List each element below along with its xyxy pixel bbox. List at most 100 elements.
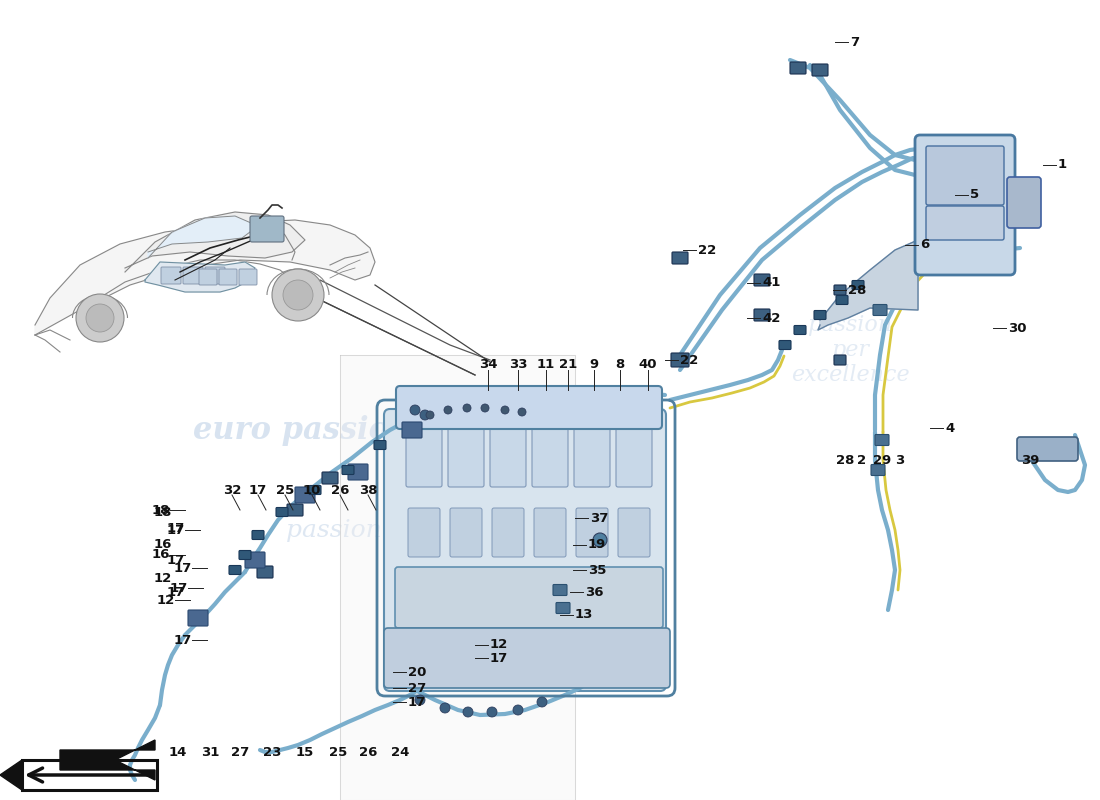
Text: 17: 17 xyxy=(169,582,188,594)
FancyBboxPatch shape xyxy=(239,269,257,285)
FancyBboxPatch shape xyxy=(534,508,566,557)
FancyBboxPatch shape xyxy=(672,252,688,264)
Circle shape xyxy=(463,404,471,412)
Text: 20: 20 xyxy=(408,666,427,678)
Text: 15: 15 xyxy=(296,746,315,758)
FancyBboxPatch shape xyxy=(814,310,826,319)
Text: 14: 14 xyxy=(168,746,187,758)
Circle shape xyxy=(537,697,547,707)
FancyBboxPatch shape xyxy=(492,508,524,557)
FancyBboxPatch shape xyxy=(287,504,303,516)
Text: 2: 2 xyxy=(857,454,867,466)
FancyBboxPatch shape xyxy=(754,309,770,321)
Text: 1: 1 xyxy=(1058,158,1067,171)
Text: 42: 42 xyxy=(762,311,780,325)
Polygon shape xyxy=(60,740,155,780)
Circle shape xyxy=(518,408,526,416)
Text: 34: 34 xyxy=(478,358,497,371)
Text: 24: 24 xyxy=(390,746,409,758)
Text: 17: 17 xyxy=(167,522,185,534)
Polygon shape xyxy=(145,262,255,292)
Circle shape xyxy=(593,533,607,547)
Text: 16: 16 xyxy=(152,549,170,562)
Circle shape xyxy=(283,280,313,310)
FancyBboxPatch shape xyxy=(252,530,264,539)
FancyBboxPatch shape xyxy=(834,355,846,365)
FancyBboxPatch shape xyxy=(852,281,864,290)
Circle shape xyxy=(420,410,430,420)
FancyBboxPatch shape xyxy=(245,552,265,568)
Circle shape xyxy=(440,703,450,713)
Text: 32: 32 xyxy=(223,483,241,497)
Text: 16: 16 xyxy=(154,538,172,551)
FancyBboxPatch shape xyxy=(576,508,608,557)
Text: 17: 17 xyxy=(249,483,267,497)
FancyBboxPatch shape xyxy=(553,585,566,595)
FancyBboxPatch shape xyxy=(161,267,182,284)
FancyBboxPatch shape xyxy=(374,441,386,450)
Text: 26: 26 xyxy=(331,483,349,497)
FancyBboxPatch shape xyxy=(408,508,440,557)
Polygon shape xyxy=(35,220,375,335)
Text: 30: 30 xyxy=(1008,322,1026,334)
Text: 36: 36 xyxy=(585,586,604,598)
Text: 3: 3 xyxy=(895,454,904,466)
Text: 21: 21 xyxy=(559,358,578,371)
FancyBboxPatch shape xyxy=(915,135,1015,275)
FancyBboxPatch shape xyxy=(395,567,663,628)
Text: 17: 17 xyxy=(174,634,192,646)
FancyBboxPatch shape xyxy=(295,487,315,503)
Text: euro passion per excellence: euro passion per excellence xyxy=(192,414,668,446)
Text: F: F xyxy=(956,167,1003,233)
FancyBboxPatch shape xyxy=(836,295,848,305)
FancyBboxPatch shape xyxy=(834,285,846,295)
FancyBboxPatch shape xyxy=(219,269,236,285)
Text: 29: 29 xyxy=(873,454,891,466)
FancyBboxPatch shape xyxy=(671,353,689,367)
FancyBboxPatch shape xyxy=(276,507,288,517)
Circle shape xyxy=(513,705,522,715)
Circle shape xyxy=(76,294,124,342)
Text: 22: 22 xyxy=(680,354,698,366)
Text: 17: 17 xyxy=(167,586,185,599)
FancyBboxPatch shape xyxy=(754,274,770,286)
FancyBboxPatch shape xyxy=(342,466,354,474)
FancyBboxPatch shape xyxy=(384,628,670,688)
Text: 27: 27 xyxy=(408,682,427,694)
FancyBboxPatch shape xyxy=(348,464,369,480)
Circle shape xyxy=(426,411,434,419)
FancyBboxPatch shape xyxy=(790,62,806,74)
FancyBboxPatch shape xyxy=(574,428,611,487)
Text: 25: 25 xyxy=(276,483,294,497)
Text: 7: 7 xyxy=(850,35,859,49)
FancyBboxPatch shape xyxy=(205,267,225,284)
Text: 4: 4 xyxy=(945,422,955,434)
Text: 12: 12 xyxy=(154,571,172,585)
Circle shape xyxy=(500,406,509,414)
Text: 18: 18 xyxy=(152,503,170,517)
FancyBboxPatch shape xyxy=(450,508,482,557)
FancyBboxPatch shape xyxy=(406,428,442,487)
FancyBboxPatch shape xyxy=(926,206,1004,240)
Circle shape xyxy=(410,405,420,415)
FancyBboxPatch shape xyxy=(926,146,1004,205)
FancyBboxPatch shape xyxy=(239,550,251,559)
Circle shape xyxy=(463,707,473,717)
FancyBboxPatch shape xyxy=(812,64,828,76)
Circle shape xyxy=(415,695,425,705)
Text: 5: 5 xyxy=(970,189,979,202)
FancyBboxPatch shape xyxy=(490,428,526,487)
Text: 13: 13 xyxy=(575,609,593,622)
FancyBboxPatch shape xyxy=(250,216,284,242)
Circle shape xyxy=(481,404,490,412)
FancyBboxPatch shape xyxy=(1006,177,1041,228)
FancyBboxPatch shape xyxy=(779,341,791,350)
Text: 12: 12 xyxy=(156,594,175,606)
Text: 37: 37 xyxy=(590,511,608,525)
Text: 11: 11 xyxy=(537,358,556,371)
Text: 9: 9 xyxy=(590,358,598,371)
Text: passion per excellence: passion per excellence xyxy=(286,518,574,542)
FancyBboxPatch shape xyxy=(229,566,241,574)
Text: 17: 17 xyxy=(174,562,192,574)
Text: 40: 40 xyxy=(639,358,658,371)
